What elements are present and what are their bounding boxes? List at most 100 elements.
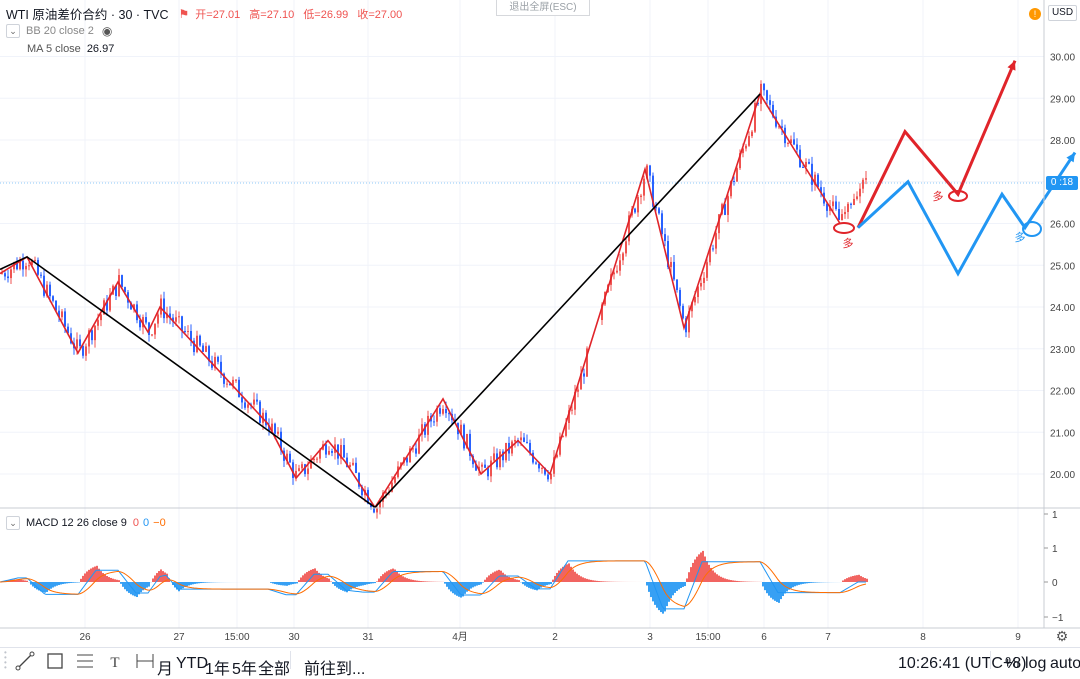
macd-histogram-bar xyxy=(800,582,802,584)
candle-body xyxy=(37,260,39,275)
svg-text:T: T xyxy=(110,655,119,671)
macd-histogram-bar xyxy=(152,578,154,582)
drag-handle-icon[interactable]: •••• xyxy=(4,650,10,672)
candle-body xyxy=(787,143,789,144)
bb-indicator-row[interactable]: ⌄ BB 20 close 2 ◉ xyxy=(6,24,112,38)
candle-body xyxy=(736,168,738,181)
candle-body xyxy=(832,201,834,206)
time-tick-label: 3 xyxy=(647,632,653,643)
macd-histogram-bar xyxy=(732,580,734,582)
macd-histogram-bar xyxy=(738,581,740,582)
candle-body xyxy=(274,424,276,434)
macd-histogram-bar xyxy=(284,582,286,586)
time-tick-label: 6 xyxy=(761,632,767,643)
macd-histogram-bar xyxy=(796,582,798,585)
macd-histogram-bar xyxy=(600,581,602,582)
time-tick-label: 15:00 xyxy=(224,632,249,643)
chart-canvas[interactable]: 多多多 30.0029.0028.0027.0026.0025.0024.002… xyxy=(0,0,1080,647)
macd-histogram-bar xyxy=(768,582,770,596)
macd-histogram-bar xyxy=(540,582,542,588)
fib-tool-icon[interactable] xyxy=(74,650,96,672)
candle-body xyxy=(121,275,123,287)
macd-histogram-bar xyxy=(52,582,54,587)
macd-histogram-bar xyxy=(692,563,694,582)
percent-toggle[interactable]: % xyxy=(1005,655,1019,673)
trend-line-tool-icon[interactable] xyxy=(14,650,36,672)
candle-body xyxy=(571,410,573,411)
macd-histogram-bar xyxy=(514,579,516,582)
macd-histogram-bar xyxy=(448,582,450,589)
range-5y[interactable]: 5年 xyxy=(232,655,257,679)
alert-icon[interactable]: ! xyxy=(1029,8,1041,20)
candle-body xyxy=(79,339,81,346)
candle-body xyxy=(763,84,765,90)
range-month[interactable]: 月 xyxy=(157,655,173,679)
macd-histogram-bar xyxy=(844,579,846,582)
candle-body xyxy=(25,266,27,269)
macd-histogram-bar xyxy=(862,577,864,582)
macd-histogram-bar xyxy=(322,576,324,582)
macd-histogram-bar xyxy=(86,571,88,582)
symbol-title[interactable]: WTI 原油差价合约 · 30 · TVC xyxy=(6,4,169,23)
currency-button[interactable]: USD xyxy=(1048,5,1077,21)
candle-body xyxy=(151,334,153,335)
candle-body xyxy=(679,290,681,306)
collapse-icon[interactable]: ⌄ xyxy=(6,516,20,530)
range-ytd[interactable]: YTD xyxy=(176,655,208,673)
macd-histogram-bar xyxy=(414,580,416,582)
macd-histogram-bar xyxy=(496,571,498,582)
candle-body xyxy=(616,271,618,273)
macd-indicator-row[interactable]: ⌄ MACD 12 26 close 9 0 0 −0 xyxy=(6,516,166,530)
macd-histogram-bar xyxy=(146,582,148,588)
candle-body xyxy=(259,402,261,423)
macd-histogram-bar xyxy=(112,579,114,582)
macd-histogram-bar xyxy=(162,571,164,582)
goto-button[interactable]: 前往到... xyxy=(304,655,365,679)
candle-body xyxy=(520,437,522,440)
candle-body xyxy=(241,397,243,402)
macd-histogram-bar xyxy=(302,575,304,582)
macd-histogram-bar xyxy=(726,579,728,582)
macd-histogram-bar xyxy=(854,576,856,582)
macd-histogram-bar xyxy=(70,582,72,583)
settings-gear-icon[interactable]: ⚙ xyxy=(1054,628,1070,644)
auto-toggle[interactable]: auto xyxy=(1050,655,1080,673)
macd-histogram-bar xyxy=(482,582,484,583)
exit-fullscreen-button[interactable]: 退出全屏(ESC) xyxy=(496,0,590,16)
macd-histogram-bar xyxy=(478,582,480,585)
candle-body xyxy=(196,336,198,352)
macd-histogram-bar xyxy=(860,576,862,582)
candle-body xyxy=(343,445,345,458)
macd-histogram-bar xyxy=(416,581,418,582)
candle-body xyxy=(535,463,537,464)
rectangle-tool-icon[interactable] xyxy=(44,650,66,672)
candle-body xyxy=(43,276,45,296)
long-label: 多 xyxy=(1015,230,1026,244)
macd-value-1: 0 xyxy=(133,517,139,529)
candle-body xyxy=(526,442,528,443)
macd-histogram-bar xyxy=(492,573,494,582)
eye-icon[interactable]: ◉ xyxy=(102,24,112,38)
macd-histogram-bar xyxy=(148,582,150,587)
price-tick-label: 30.00 xyxy=(1050,53,1075,64)
range-all[interactable]: 全部 xyxy=(258,655,290,679)
log-toggle[interactable]: log xyxy=(1025,655,1046,673)
candle-body xyxy=(28,265,30,266)
range-1y[interactable]: 1年 xyxy=(205,655,230,679)
candle-body xyxy=(10,269,12,278)
ma-indicator-row[interactable]: MA 5 close 26.97 xyxy=(27,43,114,55)
candle-body xyxy=(85,346,87,355)
candle-body xyxy=(499,452,501,468)
candle-body xyxy=(583,373,585,376)
macd-histogram-bar xyxy=(724,578,726,582)
macd-histogram-bar xyxy=(108,577,110,582)
measure-tool-icon[interactable] xyxy=(134,650,156,672)
macd-histogram-bar xyxy=(192,582,194,584)
candle-body xyxy=(445,409,447,413)
price-tick-label: 20.00 xyxy=(1050,470,1075,481)
collapse-icon[interactable]: ⌄ xyxy=(6,24,20,38)
macd-histogram-bar xyxy=(104,575,106,582)
candle-body xyxy=(703,278,705,283)
text-tool-icon[interactable]: T xyxy=(104,650,126,672)
candle-body xyxy=(541,468,543,469)
